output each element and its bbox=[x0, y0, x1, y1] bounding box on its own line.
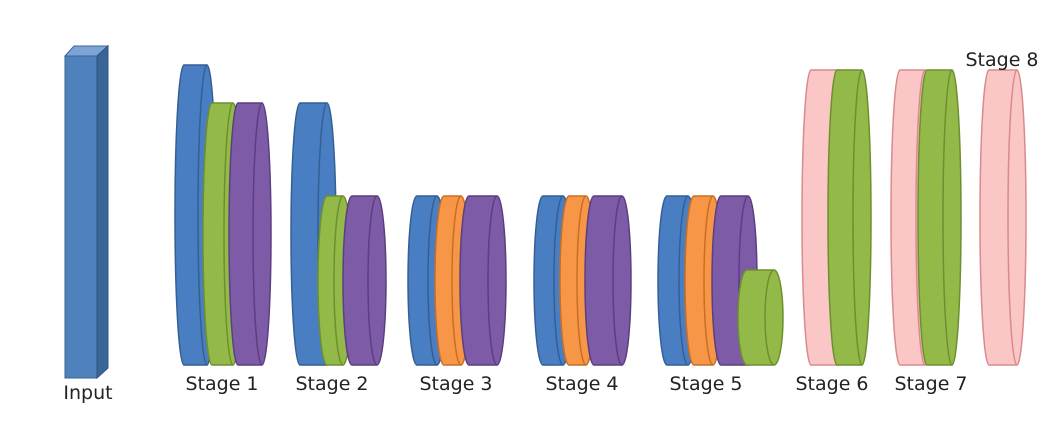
label-stage-7: Stage 7 bbox=[894, 373, 967, 395]
stage-4-purple-disc-face bbox=[612, 195, 623, 366]
label-stage-4: Stage 4 bbox=[545, 373, 618, 395]
stage-5-green-disc-face bbox=[764, 269, 775, 366]
label-input: Input bbox=[63, 382, 112, 404]
stage-1-purple-disc bbox=[228, 102, 272, 366]
stage-4-orange-disc-face bbox=[576, 195, 587, 366]
label-stage-3: Stage 3 bbox=[419, 373, 492, 395]
input-side bbox=[96, 44, 109, 380]
stage-5-blue-disc-face bbox=[678, 195, 689, 366]
input-front bbox=[64, 55, 98, 379]
stage-6-green-disc bbox=[827, 69, 872, 366]
stage-2-purple-disc-face bbox=[367, 195, 378, 366]
label-stage-8: Stage 8 bbox=[965, 49, 1038, 71]
stage-7-green-disc bbox=[917, 69, 962, 366]
stage-3-purple-disc-face bbox=[487, 195, 498, 366]
label-stage-2: Stage 2 bbox=[295, 373, 368, 395]
stage-4-purple-disc bbox=[584, 195, 632, 366]
stage-3-blue-disc-face bbox=[427, 195, 438, 366]
stage-discs bbox=[174, 64, 1027, 366]
input-block bbox=[63, 44, 110, 380]
stage-1-green-disc-face bbox=[223, 102, 234, 366]
stage-1-purple-disc-face bbox=[252, 102, 263, 366]
stage-3-orange-disc-face bbox=[451, 195, 462, 366]
stage-6-green-disc-face bbox=[852, 69, 863, 366]
label-stage-1: Stage 1 bbox=[185, 373, 258, 395]
stage-5-orange-disc-face bbox=[703, 195, 714, 366]
stage-4-blue-disc-face bbox=[553, 195, 564, 366]
stage-2-purple-disc bbox=[342, 195, 387, 366]
stage-5-green-disc bbox=[737, 269, 784, 366]
label-stage-5: Stage 5 bbox=[669, 373, 742, 395]
stage-7-pink-disc-face bbox=[915, 69, 926, 366]
stage-3-purple-disc bbox=[459, 195, 507, 366]
stage-2-green-disc-face bbox=[333, 195, 344, 366]
stage-7-green-disc-face bbox=[942, 69, 953, 366]
stage-1-blue-disc-face bbox=[197, 64, 208, 366]
stage-8-pink-disc-face bbox=[1007, 69, 1018, 366]
label-stage-6: Stage 6 bbox=[795, 373, 868, 395]
stage-8-pink-disc bbox=[979, 69, 1027, 366]
